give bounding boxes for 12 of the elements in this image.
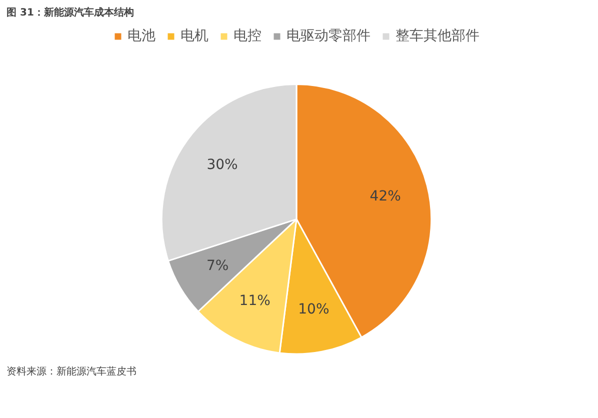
data-label: 30% xyxy=(206,157,238,174)
legend-label: 整车其他部件 xyxy=(396,27,480,45)
data-label: 42% xyxy=(370,188,401,204)
legend-label: 电驱动零部件 xyxy=(286,27,370,45)
legend-label: 电机 xyxy=(180,27,208,45)
text: 资料来源：新能源汽车蓝皮书 xyxy=(6,366,136,378)
data-label: 10% xyxy=(298,301,330,318)
data-label: 11% xyxy=(239,292,270,309)
chart-title: 图 31：新能源汽车成本结构 xyxy=(6,6,134,18)
legend-label: 电池 xyxy=(128,27,156,45)
data-label: 7% xyxy=(206,258,229,274)
legend-label: 电控 xyxy=(234,27,262,45)
